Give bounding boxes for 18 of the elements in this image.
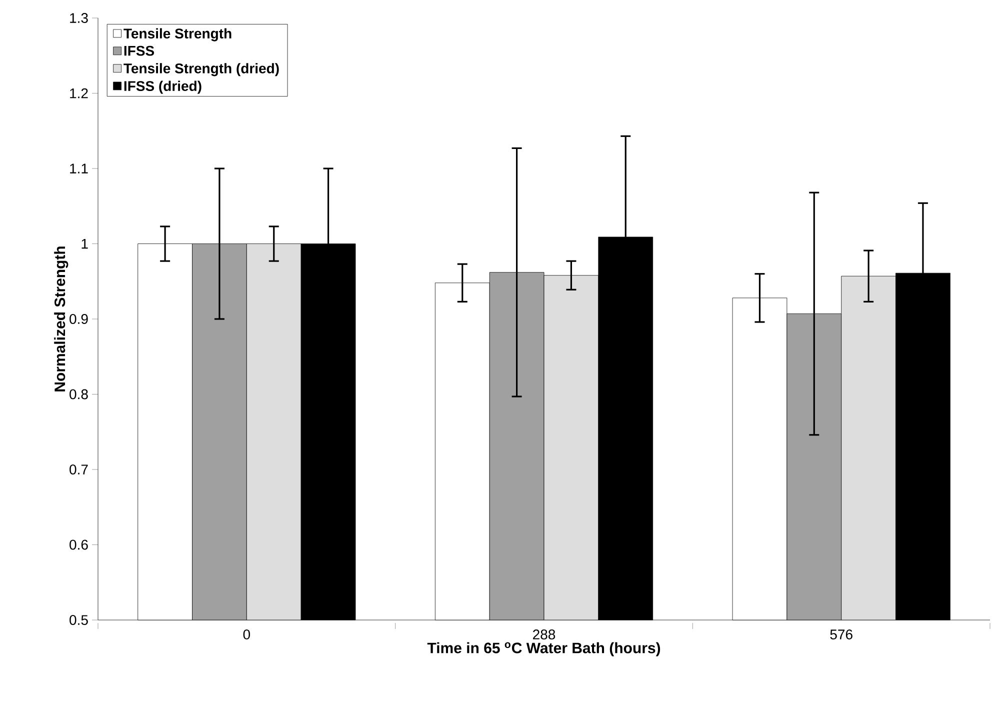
x-tick-label: 0: [243, 630, 250, 640]
legend-label: Tensile Strength (dried): [124, 63, 279, 76]
y-axis-title: Normalized Strength: [54, 246, 68, 392]
y-tick-label: 1.1: [70, 164, 88, 174]
legend-label: Tensile Strength: [124, 28, 232, 42]
y-tick-label: 1: [82, 238, 88, 249]
x-tick-label: 288: [533, 630, 556, 640]
y-tick-label: 1.2: [70, 88, 88, 98]
y-tick-label: 0.9: [70, 314, 88, 324]
x-tick-label: 576: [830, 630, 852, 640]
y-tick-label: 0.6: [70, 540, 88, 550]
y-tick-label: 1.3: [70, 13, 88, 23]
y-tick-label: 0.5: [70, 615, 88, 625]
legend-label: IFSS: [124, 46, 154, 56]
x-axis-title: Time in 65 $^{o}$C Water Bath (hours): [427, 642, 660, 656]
y-tick-label: 0.7: [70, 464, 88, 474]
y-tick-label: 0.8: [70, 389, 88, 400]
legend-label: IFSS (dried): [124, 80, 202, 94]
